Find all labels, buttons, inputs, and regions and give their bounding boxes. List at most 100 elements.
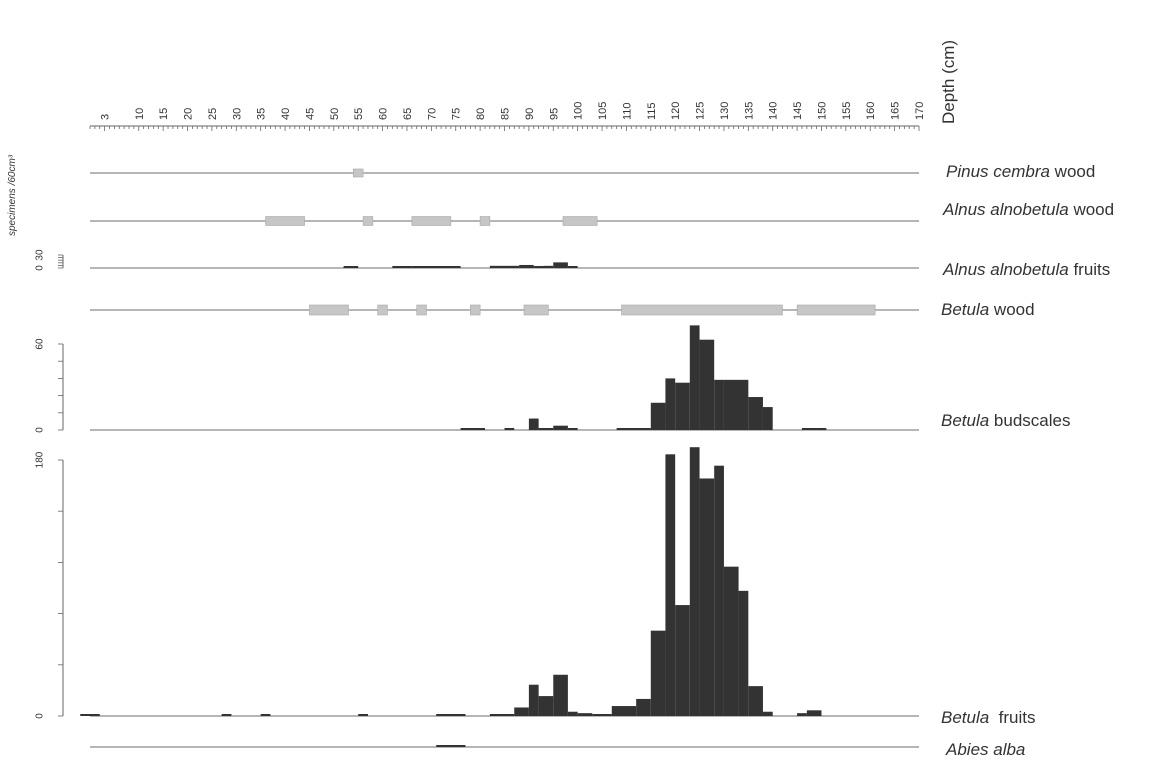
series-label-taxon: Betula (941, 300, 989, 319)
data-bar (436, 714, 466, 716)
series-label-part: fruits (989, 708, 1035, 727)
data-bar (489, 714, 515, 716)
data-bar (460, 428, 485, 430)
series-label: Abies alba (945, 740, 1025, 759)
data-bar (748, 686, 763, 716)
presence-bar (523, 304, 549, 316)
series-label-part: budscales (989, 411, 1070, 430)
y-tick-label: 180 (35, 451, 46, 468)
series-label-taxon: Alnus alnobetula (942, 200, 1069, 219)
data-bar (797, 713, 807, 716)
series-label-part: wood (1050, 162, 1095, 181)
data-bar (343, 266, 359, 268)
data-bar (567, 428, 578, 430)
data-bar (80, 714, 100, 716)
presence-bar (470, 304, 481, 316)
series-label: Betula wood (941, 300, 1035, 319)
y-tick-label: 0 (35, 265, 46, 271)
depth-tick-label: 120 (670, 102, 682, 120)
data-bar (489, 265, 520, 268)
series-label: Alnus alnobetula fruits (942, 260, 1110, 279)
depth-tick-label: 115 (646, 102, 658, 120)
presence-bar (479, 216, 491, 226)
depth-tick-label: 105 (597, 102, 609, 120)
data-bar (592, 714, 612, 716)
presence-bar (353, 168, 364, 178)
depth-tick-label: 160 (865, 102, 877, 120)
panel-alnus-fruits: 0 30 Alnus alnobetula fruits (35, 249, 1111, 279)
depth-tick-label: 50 (329, 108, 341, 120)
panel-betula-fruits: 0 180 Betula fruits (35, 447, 1036, 727)
depth-tick-label: 85 (500, 108, 512, 120)
data-bar (723, 566, 739, 716)
data-bar (358, 714, 368, 716)
y-tick-label: 60 (35, 338, 46, 350)
data-bar (538, 428, 554, 430)
depth-tick-label: 45 (304, 108, 316, 120)
y-unit-label: specimens /60cm³ (7, 154, 18, 236)
data-bar (528, 418, 539, 430)
depth-tick-label: 80 (475, 108, 487, 120)
depth-tick-label: 125 (695, 102, 707, 120)
depth-tick-label: 150 (816, 102, 828, 120)
series-label-taxon: Betula (941, 411, 989, 430)
depth-tick-label: 60 (378, 108, 390, 120)
data-bar (738, 590, 749, 716)
data-bar (689, 447, 700, 716)
series-label-taxon: Betula (941, 708, 989, 727)
presence-bar (411, 216, 452, 226)
series-label-taxon: Alnus alnobetula (942, 260, 1069, 279)
depth-tick-label: 95 (548, 108, 560, 120)
depth-tick-label: 170 (914, 102, 926, 120)
data-bar (411, 266, 461, 268)
depth-tick-label: 25 (207, 108, 219, 120)
panel-pinus-wood: Pinus cembra wood (90, 162, 1095, 181)
data-bar (714, 465, 724, 716)
depth-tick-label: 70 (426, 108, 438, 120)
depth-tick-label: 155 (841, 102, 853, 120)
depth-tick-label: 90 (524, 108, 536, 120)
presence-bar (621, 304, 783, 316)
data-bar (748, 397, 763, 430)
data-bar (699, 478, 715, 716)
data-bar (543, 265, 554, 268)
presence-bar (362, 216, 374, 226)
series-label: Betula budscales (941, 411, 1070, 430)
data-bar (553, 425, 568, 430)
presence-bar (309, 304, 349, 316)
depth-tick-label: 100 (573, 102, 585, 120)
data-bar (699, 339, 715, 430)
series-label-taxon: Abies alba (945, 740, 1025, 759)
presence-bar (265, 216, 305, 226)
depth-tick-label: 75 (451, 108, 463, 120)
depth-tick-label: 55 (353, 108, 365, 120)
series-label: Pinus cembra wood (946, 162, 1095, 181)
data-bar (665, 454, 676, 716)
depth-tick-label: 3 (100, 114, 112, 120)
presence-bar (796, 304, 876, 316)
depth-tick-label: 165 (890, 102, 902, 120)
data-bar (553, 262, 568, 268)
data-bar (392, 266, 412, 268)
data-bar (504, 428, 515, 430)
data-bar (616, 428, 651, 430)
series-label-part: wood (1069, 200, 1114, 219)
series-label: Betula fruits (941, 708, 1036, 727)
data-bar (675, 605, 690, 716)
depth-tick-label: 145 (792, 102, 804, 120)
depth-tick-label: 40 (280, 108, 292, 120)
y-tick-label: 0 (35, 713, 46, 719)
data-bar (650, 630, 666, 716)
depth-tick-label: 140 (768, 102, 780, 120)
data-bar (723, 379, 749, 430)
depth-tick-label: 15 (158, 108, 170, 120)
depth-tick-label: 130 (719, 102, 731, 120)
data-bar (689, 325, 700, 430)
data-bar (816, 428, 827, 430)
depth-tick-label: 110 (621, 102, 633, 120)
panel-betula-budscales: 0 60 Betula budscales (35, 325, 1070, 433)
data-bar (611, 706, 637, 716)
series-label-taxon: Pinus cembra (946, 162, 1050, 181)
